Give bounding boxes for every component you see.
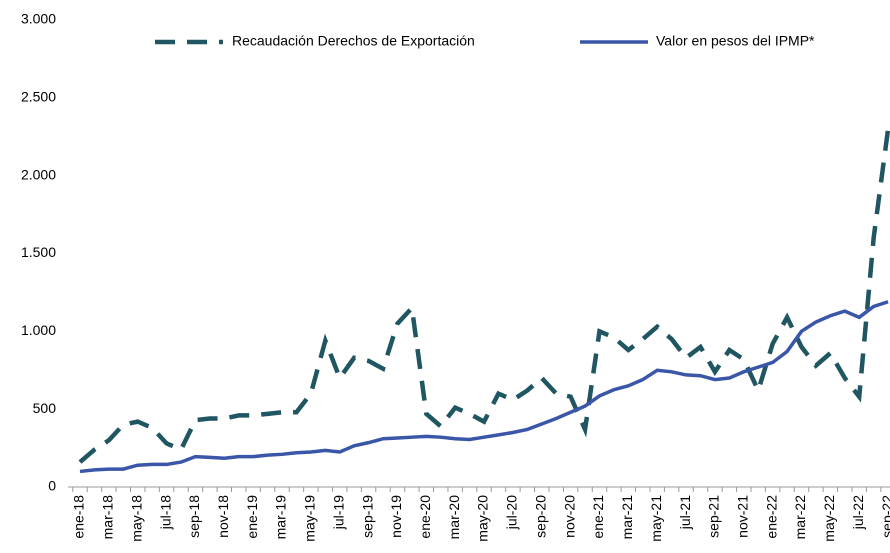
- x-tick-label: ene-19: [244, 495, 260, 539]
- x-tick-label: ene-22: [763, 495, 779, 539]
- line-series: [79, 300, 889, 474]
- x-tick-label: jul-21: [677, 495, 693, 530]
- x-tick-label: jul-19: [330, 495, 346, 530]
- x-tick-label: sep-22: [879, 495, 890, 538]
- x-tick-label: mar-21: [619, 495, 635, 540]
- x-tick-label: ene-21: [590, 495, 606, 539]
- x-tick-label: may-22: [821, 495, 837, 542]
- y-tick-label: 3.000: [21, 11, 56, 27]
- x-tick-label: sep-18: [186, 495, 202, 538]
- x-tick-label: mar-18: [100, 495, 116, 540]
- y-tick-label: 0: [48, 478, 56, 494]
- x-tick-label: nov-21: [734, 495, 750, 538]
- x-tick-label: mar-22: [792, 495, 808, 540]
- x-tick-label: jul-22: [850, 495, 866, 530]
- x-tick-label: jul-18: [157, 495, 173, 530]
- y-tick-label: 2.500: [21, 89, 56, 105]
- y-tick-label: 1.000: [21, 322, 56, 338]
- x-tick-label: sep-20: [532, 495, 548, 538]
- legend-label: Valor en pesos del IPMP*: [656, 33, 815, 49]
- x-tick-label: ene-18: [71, 495, 87, 539]
- x-tick-label: ene-20: [417, 495, 433, 539]
- line-series: [78, 128, 890, 464]
- x-tick-label: jul-20: [504, 495, 520, 530]
- x-tick-label: may-21: [648, 495, 664, 542]
- x-tick-label: nov-20: [561, 495, 577, 538]
- x-tick-label: sep-19: [359, 495, 375, 538]
- y-tick-label: 2.000: [21, 166, 56, 182]
- x-tick-label: mar-20: [446, 495, 462, 540]
- x-tick-label: may-20: [475, 495, 491, 542]
- y-tick-label: 1.500: [21, 244, 56, 260]
- legend-label: Recaudación Derechos de Exportación: [232, 33, 475, 49]
- x-tick-label: sep-21: [706, 495, 722, 538]
- x-tick-label: nov-19: [388, 495, 404, 538]
- y-tick-label: 500: [33, 400, 57, 416]
- x-tick-label: nov-18: [215, 495, 231, 538]
- x-tick-label: may-18: [128, 495, 144, 542]
- x-tick-label: may-19: [302, 495, 318, 542]
- x-tick-label: mar-19: [273, 495, 289, 540]
